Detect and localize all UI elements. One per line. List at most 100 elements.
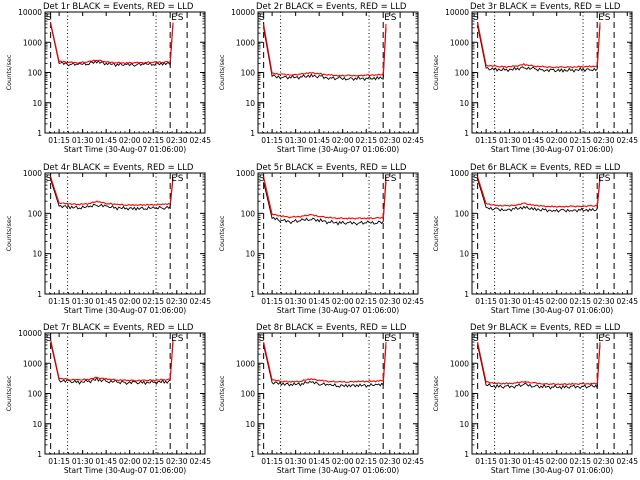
x-tick-label: 01:15	[261, 297, 283, 306]
panel-title: Det 2r BLACK = Events, RED = LLD	[256, 2, 407, 12]
x-tick-label: 01:30	[499, 297, 521, 306]
events-series-line	[50, 23, 174, 68]
x-tick-label: 02:30	[379, 457, 401, 466]
saa-start-marker: S	[46, 334, 52, 344]
x-tick-label: 02:00	[546, 457, 568, 466]
x-tick-label: 01:30	[499, 136, 521, 145]
x-tick-label: 02:30	[166, 297, 188, 306]
x-tick-label: 01:45	[308, 457, 330, 466]
x-tick-label: 01:45	[308, 136, 330, 145]
y-tick-label: 1000	[236, 38, 255, 47]
saa-end-marker: E	[171, 174, 177, 184]
detector-panel: Det 1r BLACK = Events, RED = LLD 1 10 100 10…	[5, 2, 211, 154]
events-series-line	[477, 179, 601, 213]
x-tick-label: 01:15	[48, 457, 70, 466]
detector-panel: Det 9r BLACK = Events, RED = LLD 1 10 100 10…	[432, 323, 638, 475]
x-tick-label: 01:45	[95, 297, 117, 306]
detector-panel: Det 4r BLACK = Events, RED = LLD 1 10 100 10…	[5, 163, 211, 315]
y-tick-label: 10	[459, 420, 469, 429]
lld-series-line	[263, 23, 387, 77]
detector-panel: Det 7r BLACK = Events, RED = LLD 1 10 100 10…	[5, 323, 211, 475]
y-tick-label: 10	[32, 420, 42, 429]
panel-title: Det 6r BLACK = Events, RED = LLD	[470, 163, 621, 173]
x-tick-label: 02:45	[189, 136, 211, 145]
y-tick-label: 1	[37, 450, 42, 459]
x-tick-label: 01:15	[48, 136, 70, 145]
x-tick-label: 02:45	[402, 457, 424, 466]
y-tick-label: 1000	[23, 169, 42, 178]
events-series-line	[50, 342, 174, 386]
x-tick-label: 02:30	[593, 457, 615, 466]
y-tick-label: 10000	[445, 8, 469, 17]
panel-title: Det 8r BLACK = Events, RED = LLD	[256, 323, 407, 333]
x-tick-label: 02:45	[189, 457, 211, 466]
x-tick-label: 01:30	[285, 297, 307, 306]
x-tick-label: 02:45	[402, 297, 424, 306]
y-tick-label: 100	[455, 390, 470, 399]
y-axis-label: Counts/sec	[218, 54, 226, 90]
x-tick-label: 01:30	[499, 457, 521, 466]
x-tick-label: 01:30	[285, 457, 307, 466]
x-axis-label: Start Time (30-Aug-07 01:06:00)	[277, 306, 399, 315]
saa-start-marker: S	[605, 13, 611, 23]
saa-end-marker: E	[598, 13, 604, 23]
saa-end-marker: E	[171, 13, 177, 23]
detector-panel: Det 3r BLACK = Events, RED = LLD 1 10 100 10…	[432, 2, 638, 154]
x-axis-label: Start Time (30-Aug-07 01:06:00)	[64, 466, 186, 475]
x-tick-label: 01:45	[522, 457, 544, 466]
lld-series-line	[477, 22, 601, 69]
y-tick-label: 100	[455, 69, 470, 78]
events-series-line	[263, 27, 387, 82]
y-axis-label: Counts/sec	[218, 215, 226, 251]
y-tick-label: 1	[464, 290, 469, 299]
lld-series-line	[477, 176, 601, 208]
x-tick-label: 02:15	[142, 297, 164, 306]
y-tick-label: 10	[245, 420, 255, 429]
y-axis-label: Counts/sec	[432, 54, 440, 90]
y-tick-label: 1	[464, 129, 469, 138]
y-tick-label: 100	[455, 209, 470, 218]
y-tick-label: 100	[28, 69, 43, 78]
events-series-line	[477, 25, 601, 73]
x-tick-label: 02:15	[569, 457, 591, 466]
plot-frame	[471, 332, 633, 455]
saa-start-marker: S	[259, 334, 265, 344]
x-tick-label: 01:30	[72, 457, 94, 466]
detector-panel: Det 6r BLACK = Events, RED = LLD 1 10 100 10…	[432, 163, 638, 315]
x-tick-label: 01:15	[261, 136, 283, 145]
x-tick-label: 02:00	[546, 136, 568, 145]
saa-end-marker: E	[384, 13, 390, 23]
x-tick-label: 01:45	[308, 297, 330, 306]
x-tick-label: 02:30	[166, 457, 188, 466]
x-tick-label: 01:15	[475, 297, 497, 306]
saa-start-marker: S	[178, 13, 184, 23]
saa-start-marker: S	[605, 174, 611, 184]
plot-frame	[257, 172, 419, 295]
y-axis-label: Counts/sec	[5, 54, 13, 90]
lld-series-line	[50, 176, 174, 207]
x-tick-label: 01:15	[48, 297, 70, 306]
events-series-line	[50, 179, 174, 211]
y-tick-label: 1	[250, 450, 255, 459]
y-tick-label: 1	[37, 129, 42, 138]
y-tick-label: 1000	[236, 359, 255, 368]
plot-frame	[257, 11, 419, 134]
saa-start-marker: S	[46, 13, 52, 23]
saa-end-marker: E	[171, 334, 177, 344]
x-axis-label: Start Time (30-Aug-07 01:06:00)	[491, 466, 613, 475]
lld-series-line	[50, 339, 174, 382]
y-tick-label: 1	[250, 290, 255, 299]
x-axis-label: Start Time (30-Aug-07 01:06:00)	[64, 306, 186, 315]
x-tick-label: 02:00	[332, 136, 354, 145]
x-tick-label: 01:45	[95, 136, 117, 145]
x-tick-label: 02:30	[593, 136, 615, 145]
x-axis-label: Start Time (30-Aug-07 01:06:00)	[277, 145, 399, 154]
x-tick-label: 02:00	[546, 297, 568, 306]
x-tick-label: 02:15	[355, 136, 377, 145]
x-tick-label: 01:45	[522, 136, 544, 145]
y-tick-label: 10	[459, 99, 469, 108]
x-tick-label: 01:45	[522, 297, 544, 306]
y-tick-label: 10	[459, 250, 469, 259]
y-axis-label: Counts/sec	[432, 375, 440, 411]
y-axis-label: Counts/sec	[5, 375, 13, 411]
